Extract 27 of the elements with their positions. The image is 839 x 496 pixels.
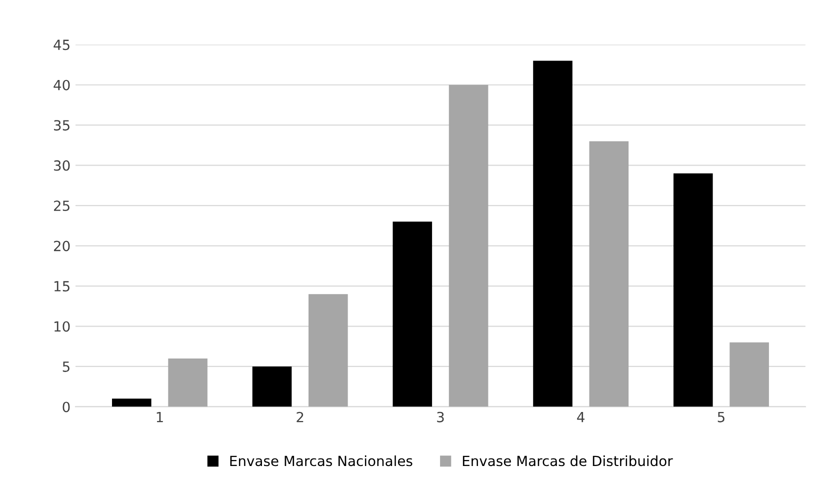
bar xyxy=(533,60,572,407)
x-tick-label: 3 xyxy=(437,412,444,422)
y-tick-label: 5 xyxy=(62,362,70,372)
y-tick-label: 10 xyxy=(54,321,70,332)
bar xyxy=(448,84,488,407)
legend-label: Envase Marcas de Distribuidor xyxy=(462,455,673,466)
legend-label: Envase Marcas Nacionales xyxy=(230,455,412,466)
y-tick-label: 20 xyxy=(54,240,70,252)
x-tick-label: 5 xyxy=(718,412,724,422)
y-tick-label: 45 xyxy=(54,40,70,50)
y-tick-label: 15 xyxy=(54,281,70,292)
bar xyxy=(252,366,292,407)
bar xyxy=(589,141,629,407)
bar xyxy=(308,294,348,407)
y-tick-label: 35 xyxy=(54,120,70,131)
bar xyxy=(730,342,769,407)
bar xyxy=(392,222,432,407)
x-tick-label: 4 xyxy=(577,412,584,422)
y-tick-label: 25 xyxy=(54,200,70,212)
x-tick-label: 1 xyxy=(156,412,163,422)
x-tick-label: 2 xyxy=(296,412,304,422)
y-tick-label: 40 xyxy=(54,80,70,90)
bar xyxy=(168,358,208,407)
y-tick-label: 0 xyxy=(62,402,70,412)
bar xyxy=(112,398,152,407)
bar xyxy=(673,173,713,407)
y-tick-label: 30 xyxy=(54,160,70,171)
